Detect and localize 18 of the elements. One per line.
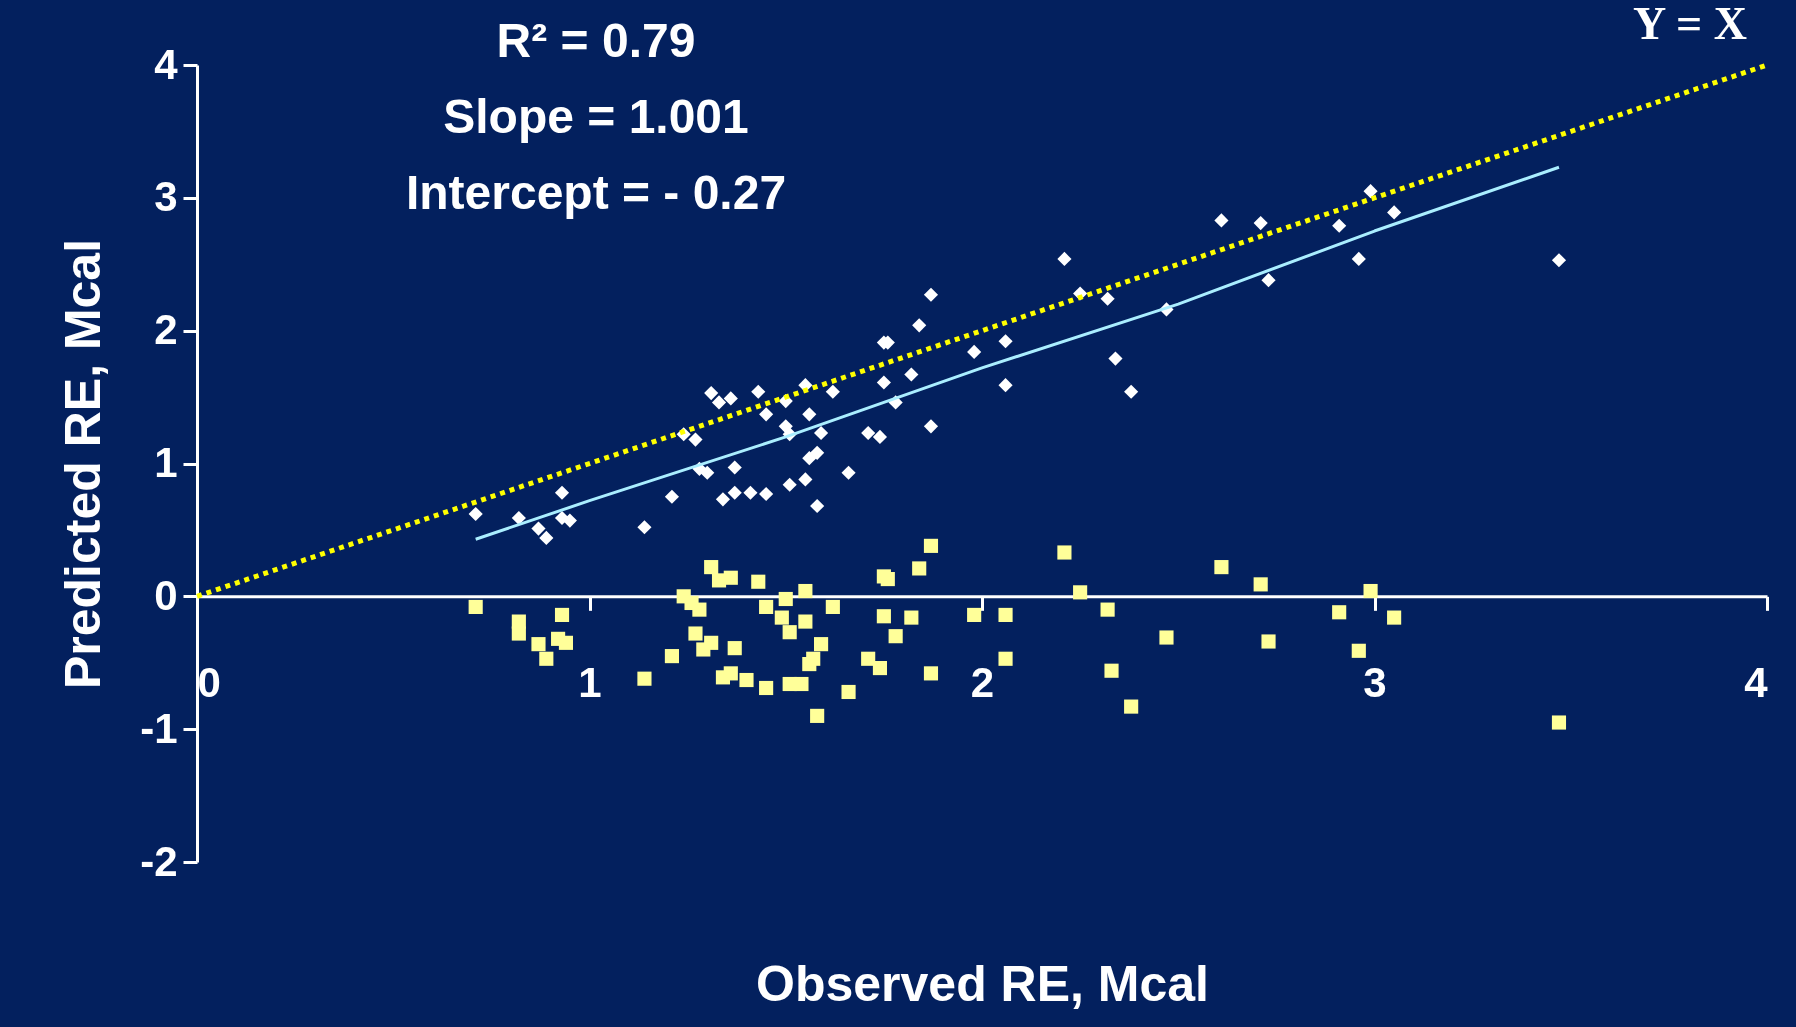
y-axis-title: Predicted RE, Mcal (55, 238, 112, 690)
y-tick-label: 1 (154, 439, 178, 486)
y-tick-label: 3 (154, 173, 178, 221)
x-tick-label: 0 (197, 658, 221, 706)
y-tick-label: -1 (140, 704, 178, 752)
annotation: Slope = 1.001 (443, 90, 749, 143)
x-axis-title: Observed RE, Mcal (756, 955, 1209, 1012)
y-tick-label: 0 (154, 571, 178, 619)
x-tick-label: 2 (970, 658, 995, 706)
x-tick-label: 4 (1744, 658, 1769, 706)
x-tick-label: 1 (578, 658, 602, 706)
y-tick-label: 4 (154, 40, 179, 88)
x-tick-label: 3 (1363, 658, 1387, 706)
y-tick-label: -2 (140, 837, 178, 885)
annotation: Intercept = - 0.27 (405, 166, 787, 219)
y-tick-label: 2 (154, 306, 178, 354)
series-label: Y = X (1633, 0, 1747, 49)
annotation: R² = 0.79 (496, 14, 696, 67)
